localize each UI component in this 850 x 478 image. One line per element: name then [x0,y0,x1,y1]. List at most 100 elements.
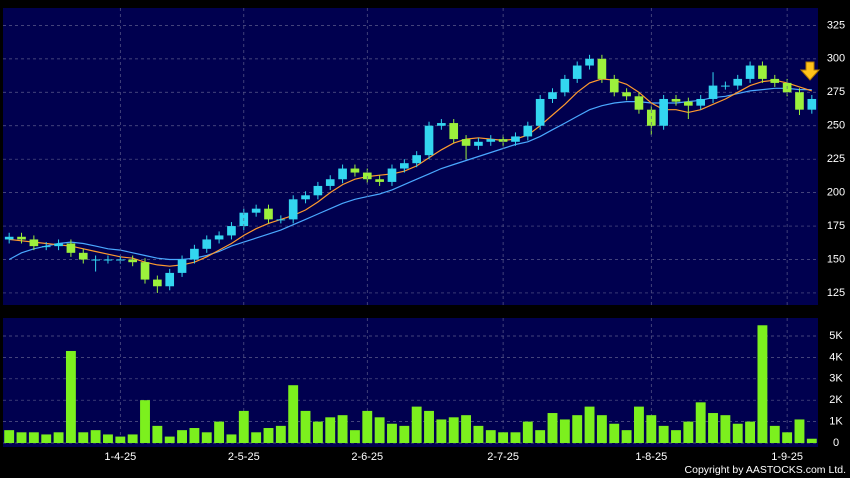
volume-bar [609,423,620,443]
moving-average [8,87,812,261]
volume-bar [535,430,546,443]
candle-body [597,58,607,79]
candle-body [103,259,113,261]
volume-bar [596,415,607,443]
candle-body [91,259,100,261]
candle-body [313,185,323,196]
volume-bar [683,421,694,443]
volume-bar [78,432,89,443]
y-tick-label: 175 [827,220,845,232]
candle-body [387,168,397,182]
y-tick-label: 300 [827,53,845,65]
volume-bar [4,430,15,443]
candle-body [572,65,582,79]
volume-bar [634,406,644,443]
y-tick-label: 3K [829,373,843,385]
volume-bar [288,385,299,443]
signal-arrow [799,61,821,81]
volume-bar [806,438,817,443]
volume-bar [461,415,472,443]
volume-bar [41,434,52,443]
candle-body [461,139,471,146]
volume-bar [794,419,805,443]
candle-body [264,208,273,220]
volume-bar [708,413,718,443]
volume-bar [572,415,583,443]
y-tick-label: 325 [827,19,845,31]
candle-body [29,239,39,247]
volume-bar [399,425,410,443]
y-tick-label: 5K [829,330,843,342]
candle-body [474,141,483,146]
volume-bar [621,430,632,443]
candle-body [153,279,162,287]
y-tick-label: 125 [827,287,845,299]
volume-bar [498,432,509,443]
x-tick-label: 1-4-25 [104,451,136,463]
candle-body [251,208,261,213]
volume-bar [53,432,64,443]
candle-body [214,235,224,240]
candle-body [400,163,409,169]
volume-bar [745,421,756,443]
candle-body [362,172,372,180]
candle-body [795,92,804,110]
volume-bar [140,400,150,443]
volume-bar [547,413,558,443]
candle-body [17,236,26,240]
y-tick-label: 275 [827,86,845,98]
candle-body [4,236,14,240]
candle-body [78,252,88,260]
candle-body [721,85,730,87]
volume-bar [152,425,163,443]
volume-bar [658,425,669,443]
volume-bar [362,410,373,443]
y-tick-label: 200 [827,187,845,199]
candle-body [165,272,175,287]
volume-bar [16,432,27,443]
candle-body [66,243,76,253]
volume-bar [782,432,793,443]
candle-body [511,136,520,142]
x-tick-label: 2-5-25 [228,451,260,463]
volume-bar [115,436,126,443]
copyright: Copyright by AASTOCKS.com Ltd. [685,464,846,476]
candle-body [350,168,360,173]
volume-bar [387,423,397,443]
volume-panel [3,318,818,447]
candle-body [486,139,496,142]
candle-body [177,259,187,273]
candle-body [609,78,619,93]
volume-bar [485,430,496,443]
volume-bar [226,434,237,443]
volume-bar [177,430,187,443]
volume-bar [411,406,422,443]
candle-body [276,219,286,221]
candle-body [412,155,421,164]
volume-bar [424,410,434,443]
volume-bar [325,417,336,443]
volume-bar [448,417,459,443]
candle-body [733,78,743,86]
y-tick-label: 150 [827,253,845,265]
candle-body [684,101,693,106]
y-tick-label: 4K [829,351,843,363]
candle-body [634,96,644,110]
volume-bar [757,325,768,443]
y-tick-label: 1K [829,416,843,428]
y-tick-label: 0 [833,437,839,449]
candle-body [227,226,236,236]
volume-bar [720,415,731,443]
candle-body [696,98,706,106]
y-tick-label: 250 [827,120,845,132]
volume-bar [127,434,138,443]
volume-bar [238,410,249,443]
candle-body [424,125,434,156]
x-tick-label: 1-9-25 [771,451,803,463]
volume-bar [473,425,484,443]
candle-body [128,259,137,263]
volume-bar [189,428,200,443]
candle-body [523,125,533,137]
candle-body [708,85,718,99]
volume-bar [214,421,225,443]
